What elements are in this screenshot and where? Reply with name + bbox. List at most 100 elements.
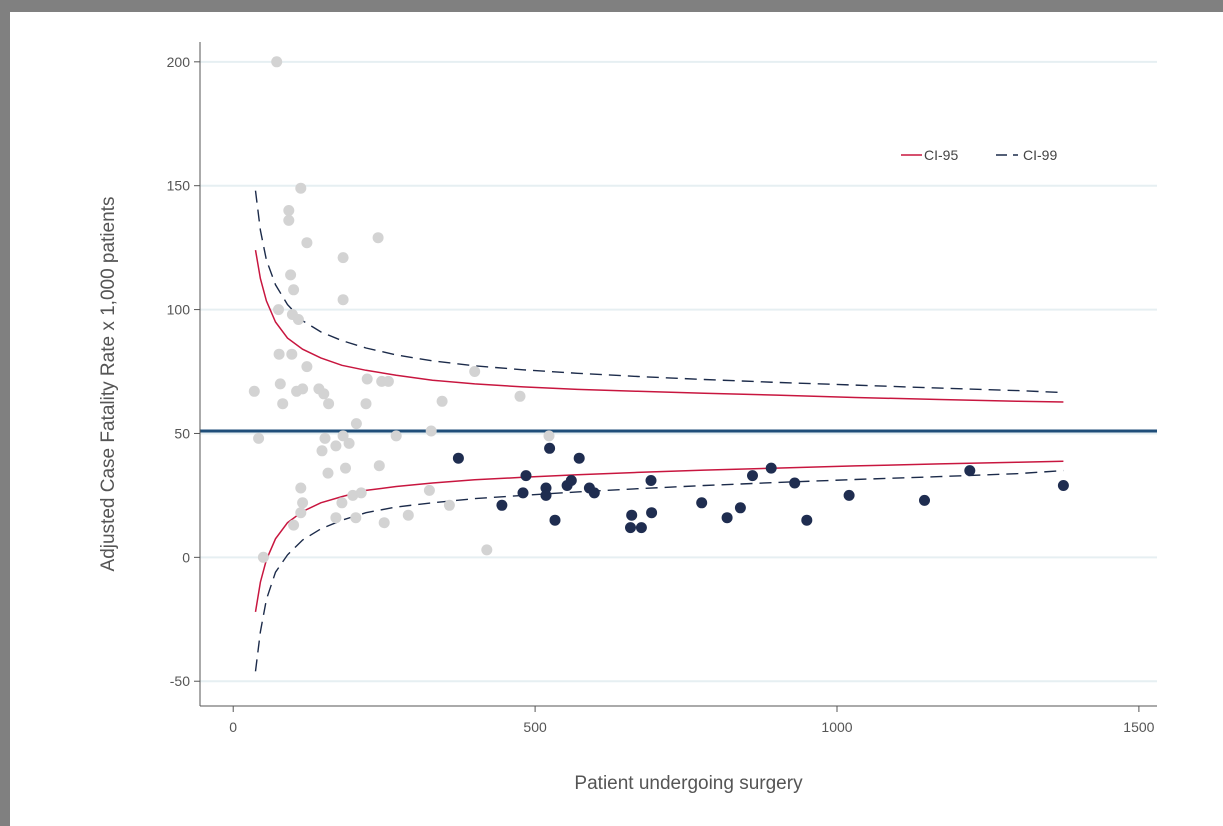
ci99-lower-curve — [254, 469, 1064, 672]
data-point-below_limits — [1057, 480, 1069, 491]
data-point-within_limits — [295, 482, 307, 494]
data-point-within_limits — [337, 430, 349, 442]
data-point-within_limits — [436, 395, 448, 407]
y-tick-label: 100 — [167, 302, 191, 318]
legend-ci95-label: CI-95 — [924, 147, 958, 163]
y-tick-label: 0 — [182, 549, 190, 565]
data-point-below_limits — [517, 487, 529, 499]
data-point-below_limits — [734, 502, 746, 514]
data-point-within_limits — [343, 437, 355, 449]
data-point-within_limits — [337, 294, 349, 306]
data-point-below_limits — [626, 509, 638, 521]
data-point-below_limits — [789, 477, 801, 489]
data-point-below_limits — [588, 487, 600, 499]
data-point-below_limits — [573, 452, 585, 464]
data-point-below_limits — [496, 499, 508, 511]
data-point-within_limits — [283, 205, 295, 216]
data-point-within_limits — [316, 445, 328, 457]
data-point-below_limits — [549, 514, 561, 526]
y-tick-label: 200 — [167, 54, 191, 70]
data-point-below_limits — [452, 452, 464, 464]
ci95-lower-curve — [254, 460, 1064, 613]
data-point-below_limits — [625, 522, 636, 534]
x-tick-label: 500 — [523, 719, 547, 735]
data-point-below_limits — [801, 514, 813, 526]
data-point-within_limits — [277, 398, 289, 410]
data-point-within_limits — [271, 56, 283, 68]
data-point-within_limits — [330, 440, 342, 452]
data-point-within_limits — [402, 509, 414, 521]
data-point-within_limits — [253, 432, 265, 444]
data-point-below_limits — [520, 470, 532, 482]
legend: CI-95 CI-99 — [901, 147, 1057, 163]
data-point-within_limits — [288, 519, 300, 531]
axes-layer: -50 0 50 100 150 200 0 500 1000 1500 — [167, 42, 1157, 735]
data-point-within_limits — [322, 467, 334, 479]
y-axis-title: Adjusted Case Fatality Rate x 1,000 pati… — [98, 197, 119, 572]
data-point-within_limits — [423, 484, 435, 496]
data-point-below_limits — [964, 465, 976, 477]
x-tick-label: 1000 — [821, 719, 852, 735]
data-point-below_limits — [721, 512, 733, 524]
data-point-below_limits — [696, 497, 708, 509]
data-point-within_limits — [301, 361, 313, 373]
ci95-upper-curve — [254, 249, 1064, 403]
data-point-below_limits — [747, 470, 758, 482]
data-point-within_limits — [330, 512, 342, 524]
data-point-within_limits — [382, 375, 394, 387]
data-point-below_limits — [646, 507, 658, 519]
data-point-within_limits — [297, 383, 309, 395]
grid-layer — [200, 60, 1157, 683]
data-point-below_limits — [645, 475, 657, 486]
data-point-within_limits — [274, 378, 286, 390]
x-axis-title: Patient undergoing surgery — [574, 773, 803, 794]
data-point-below_limits — [565, 475, 577, 486]
data-point-within_limits — [337, 252, 349, 264]
legend-ci99-label: CI-99 — [1023, 147, 1057, 163]
data-point-within_limits — [301, 237, 313, 249]
data-point-within_limits — [283, 214, 295, 226]
data-points-layer — [248, 56, 1069, 563]
data-point-within_limits — [340, 462, 351, 474]
data-point-within_limits — [248, 385, 260, 397]
data-point-within_limits — [373, 460, 385, 472]
data-point-within_limits — [336, 497, 348, 509]
data-point-below_limits — [919, 494, 930, 506]
data-point-within_limits — [350, 418, 362, 430]
x-tick-label: 1500 — [1123, 719, 1154, 735]
data-point-within_limits — [372, 232, 384, 244]
data-point-within_limits — [361, 373, 373, 385]
data-point-within_limits — [297, 497, 309, 509]
data-point-within_limits — [543, 430, 555, 442]
data-point-within_limits — [355, 487, 367, 499]
data-point-below_limits — [540, 489, 552, 501]
data-point-within_limits — [390, 430, 402, 442]
y-tick-label: 50 — [174, 425, 190, 441]
data-point-within_limits — [378, 517, 390, 529]
y-tick-label: 150 — [167, 178, 191, 194]
data-point-within_limits — [443, 499, 455, 511]
data-point-within_limits — [295, 507, 307, 519]
data-point-within_limits — [285, 269, 297, 281]
confidence-curves-layer — [254, 190, 1064, 672]
data-point-within_limits — [350, 512, 362, 524]
data-point-within_limits — [257, 551, 269, 563]
data-point-within_limits — [360, 398, 372, 410]
data-point-within_limits — [319, 432, 331, 444]
data-point-below_limits — [544, 442, 556, 454]
x-tick-label: 0 — [229, 719, 237, 735]
data-point-within_limits — [347, 489, 359, 501]
y-tick-label: -50 — [170, 673, 190, 689]
data-point-within_limits — [273, 348, 285, 360]
data-point-within_limits — [425, 425, 437, 437]
data-point-within_limits — [323, 398, 335, 410]
data-point-below_limits — [843, 489, 855, 501]
ci99-upper-curve — [254, 190, 1064, 394]
data-point-below_limits — [765, 462, 777, 474]
data-point-within_limits — [318, 388, 330, 400]
data-point-within_limits — [288, 284, 300, 296]
data-point-within_limits — [481, 544, 493, 556]
data-point-within_limits — [286, 348, 298, 360]
data-point-within_limits — [273, 304, 284, 316]
